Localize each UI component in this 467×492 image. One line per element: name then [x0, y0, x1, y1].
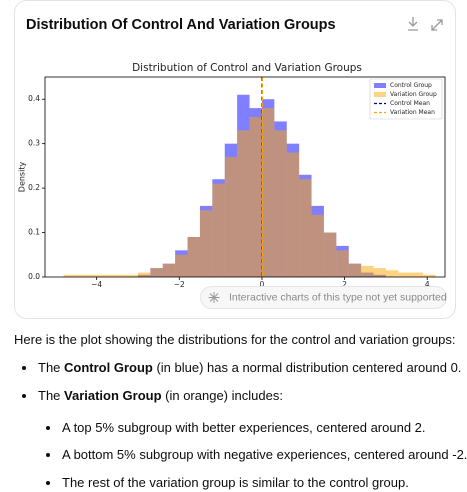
y-tick-label: 0.3	[28, 139, 40, 148]
histogram-bar	[336, 250, 349, 277]
y-tick-label: 0.2	[28, 183, 40, 192]
histogram-bar	[348, 263, 362, 277]
bullet	[46, 481, 50, 485]
histogram-bar	[274, 130, 287, 277]
bullet	[46, 453, 50, 457]
legend-swatch	[374, 83, 386, 88]
histogram-bar	[175, 254, 188, 277]
bold-text: Control Group	[64, 360, 153, 375]
histogram-bar	[224, 157, 238, 277]
x-tick-label: 2	[342, 280, 347, 289]
histogram-bar	[299, 179, 312, 277]
histogram-bar	[237, 130, 250, 277]
plot: 0.0 0.1 0.2 0.3 0.4 −4 −2 0 2 4 Control Group Varia…	[28, 76, 446, 289]
y-axis-label: Density	[18, 162, 27, 193]
chart-title: Distribution of Control and Variation Gr…	[132, 62, 362, 74]
legend-swatch	[374, 92, 386, 97]
histogram-bar	[100, 274, 114, 277]
histogram-bar	[361, 265, 374, 277]
histogram-bar	[187, 237, 200, 277]
x-tick-label: −2	[174, 280, 185, 289]
bullet	[22, 394, 26, 398]
sparkle-icon	[208, 292, 220, 303]
histogram-bar	[261, 108, 275, 277]
histogram-bar	[125, 274, 138, 277]
histogram-bar	[113, 274, 126, 277]
text: (in orange) includes:	[161, 388, 283, 403]
y-tick-label: 0.1	[28, 228, 40, 237]
legend-label: Control Group	[390, 82, 432, 89]
histogram-bar	[63, 274, 76, 277]
histogram-bar	[88, 274, 101, 277]
sub-bullet-text: A bottom 5% subgroup with negative exper…	[62, 447, 467, 462]
histogram-bar	[75, 274, 89, 277]
bullet-text: The Control Group (in blue) has a normal…	[38, 360, 461, 375]
notice-pill	[200, 286, 447, 309]
y-tick-label: 0.0	[28, 272, 40, 281]
histogram-bar	[212, 183, 225, 277]
histogram-bar	[373, 268, 386, 277]
x-tick-label: 4	[425, 280, 430, 289]
sub-bullet-text: The rest of the variation group is simil…	[62, 475, 409, 490]
histogram-bar	[199, 210, 213, 277]
intro-text: Here is the plot showing the distributio…	[14, 332, 456, 347]
histogram-bar	[423, 274, 436, 277]
legend-box	[369, 78, 443, 120]
bullet-text: The Variation Group (in orange) includes…	[38, 388, 283, 403]
bold-text: Variation Group	[64, 388, 162, 403]
histogram-bar	[162, 263, 176, 277]
expand-icon[interactable]	[431, 19, 443, 31]
notice-text: Interactive charts of this type not yet …	[229, 291, 447, 303]
legend-label: Variation Mean	[390, 109, 435, 116]
histogram-bar	[311, 214, 324, 277]
histogram-bar	[323, 232, 337, 277]
axes-frame	[44, 76, 446, 278]
card-title: Distribution Of Control And Variation Gr…	[26, 17, 336, 33]
sub-bullet-text: A top 5% subgroup with better experience…	[62, 420, 426, 435]
text: The	[38, 360, 65, 375]
legend-label: Variation Group	[390, 91, 437, 98]
x-tick-label: −4	[91, 280, 102, 289]
x-tick-label: 0	[260, 280, 265, 289]
histogram-bar	[398, 272, 411, 277]
text: (in blue) has a normal distribution cent…	[152, 360, 462, 375]
histogram-bar	[150, 268, 163, 277]
download-icon[interactable]	[408, 17, 418, 31]
bullet	[46, 426, 50, 430]
histogram-bar	[286, 152, 300, 277]
legend-label: Control Mean	[390, 100, 430, 107]
chart-card: Distribution Of Control And Variation Gr…	[14, 0, 456, 319]
histogram-bar	[385, 270, 399, 277]
bullet	[22, 366, 26, 370]
histogram-bar	[137, 272, 151, 277]
histogram-bar	[410, 272, 424, 277]
histogram-bar	[249, 117, 262, 277]
y-tick-label: 0.4	[28, 94, 40, 103]
text: The	[38, 388, 65, 403]
